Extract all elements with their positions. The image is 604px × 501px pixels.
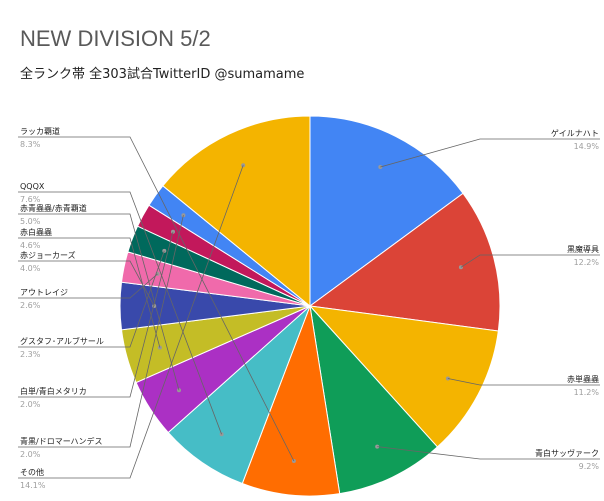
slice-value-label-1: 12.2% [574,258,600,267]
slice-value-label-12: 2.0% [20,450,41,459]
slice-label-13: その他 [20,467,44,477]
leader-line-11 [18,231,174,398]
leader-line-0 [380,138,600,168]
leader-line-4 [18,136,295,462]
slice-label-1: 黒魔導具 [567,244,599,254]
leader-line-8 [18,260,155,307]
leader-line-12 [18,215,184,448]
slice-label-11: 白単/青白メタリカ [20,386,87,396]
chart-subtitle: 全ランク帯 全303試合TwitterID @sumamame [20,67,305,82]
leader-line-13 [18,165,244,479]
slice-label-0: ゲイルナハト [551,128,599,138]
slice-label-3: 青白サッヴァーク [535,448,599,458]
slice-label-2: 赤単蟲蟲 [567,374,599,384]
leader-line-5 [18,191,222,435]
slice-label-7: 赤白蟲蟲 [20,227,52,237]
slice-value-label-10: 2.3% [20,350,41,359]
pie-slices [119,115,501,497]
pie-slice-13 [162,115,311,308]
leader-line-1 [460,254,600,268]
leader-line-6 [18,213,180,391]
slice-value-label-9: 2.6% [20,301,41,310]
slice-value-label-4: 8.3% [20,140,41,149]
chart-title: NEW DIVISION 5/2 [20,26,211,51]
slice-value-label-7: 4.6% [20,241,41,250]
slice-value-label-11: 2.0% [20,400,41,409]
leader-line-9 [18,273,158,299]
slice-label-4: ラッカ覇道 [20,126,60,136]
slice-value-label-3: 9.2% [579,462,600,471]
pie-slice-3 [309,304,439,495]
slice-value-label-6: 5.0% [20,217,41,226]
slice-value-label-5: 7.6% [20,195,41,204]
slice-value-label-0: 14.9% [574,142,600,151]
slice-value-label-8: 4.0% [20,264,41,273]
pie-slice-4 [241,304,341,497]
slice-value-label-2: 11.2% [574,388,600,397]
slice-value-label-13: 14.1% [20,481,46,490]
pie-slice-1 [308,192,501,332]
leader-line-3 [377,446,600,460]
slice-label-6: 赤青蟲蟲/赤青覇道 [20,203,87,213]
leader-line-2 [447,378,600,386]
leader-line-10 [18,250,165,348]
slice-label-5: QQQX [20,182,45,191]
pie-slice-0 [309,115,464,307]
slice-label-9: アウトレイジ [20,288,68,297]
leader-line-7 [18,237,161,348]
pie-slice-2 [308,305,499,448]
slice-label-12: 青黒/ドロマーハンデス [20,436,103,446]
slice-labels: ゲイルナハト 14.9% 黒魔導具 12.2% 赤単蟲蟲 11.2% 青白サッヴァーク 9.2… [18,126,600,490]
slice-label-8: 赤ジョーカーズ [20,250,76,260]
slice-label-10: グスタフ･アルブサール [20,336,104,346]
